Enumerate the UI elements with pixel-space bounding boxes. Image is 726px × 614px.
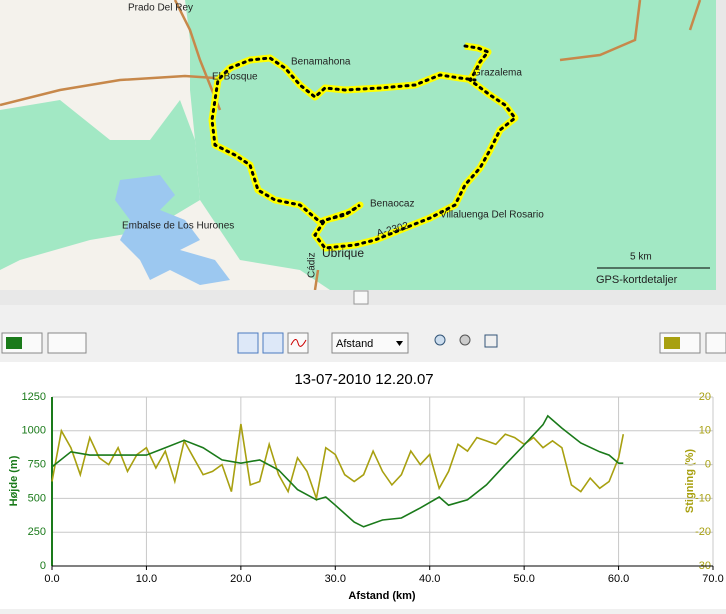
y2-tick-label: 10 xyxy=(699,425,711,437)
y2-axis-label: Stigning (%) xyxy=(684,449,696,513)
style-button[interactable] xyxy=(47,332,87,354)
map[interactable]: Prado Del Rey El Bosque Benamahona Graza… xyxy=(0,0,726,305)
color-button[interactable] xyxy=(705,332,726,354)
y2-tick-label: -10 xyxy=(695,492,711,504)
axis-select[interactable] xyxy=(331,332,409,354)
y-tick-label: 1000 xyxy=(22,425,46,437)
x-tick-label: 60.0 xyxy=(608,573,629,585)
place-label: Benamahona xyxy=(291,57,351,68)
y2-tick-label: 0 xyxy=(705,459,711,471)
lake xyxy=(115,175,230,285)
place-label: Prado Del Rey xyxy=(128,3,193,14)
x-axis-label: Afstand (km) xyxy=(348,590,416,602)
y-tick-label: 500 xyxy=(28,492,46,504)
x-tick-label: 70.0 xyxy=(702,573,723,585)
x-tick-label: 50.0 xyxy=(513,573,534,585)
x-tick-label: 30.0 xyxy=(325,573,346,585)
place-label: Grazalema xyxy=(473,68,522,79)
toggle-button[interactable] xyxy=(262,332,284,354)
route-points xyxy=(210,44,518,250)
series-line xyxy=(51,414,624,528)
chart-bg xyxy=(0,362,726,609)
y-tick-label: 250 xyxy=(28,526,46,538)
toggle-button[interactable] xyxy=(237,332,259,354)
place-label: Villaluenga Del Rosario xyxy=(440,210,544,221)
y-axis-label: Højde (m) xyxy=(8,455,20,506)
series-line xyxy=(51,423,625,502)
park-area xyxy=(185,0,716,290)
color-swatch xyxy=(6,337,22,349)
road xyxy=(0,0,702,291)
chart: 13-07-2010 12.20.07 Afstand (km) Højde (… xyxy=(0,362,726,609)
zoom-fit[interactable] xyxy=(484,334,498,348)
y-tick-label: 750 xyxy=(28,459,46,471)
place-label: Embalse de Los Hurones xyxy=(122,221,234,232)
y2-tick-label: -20 xyxy=(695,526,711,538)
x-tick-label: 10.0 xyxy=(136,573,157,585)
details-label: GPS-kortdetaljer xyxy=(596,274,678,286)
place-label: Ubrique xyxy=(322,246,364,260)
icon xyxy=(396,341,403,346)
y2-tick-label: 20 xyxy=(699,391,711,403)
y-tick-label: 0 xyxy=(40,560,46,572)
axis-select-label: Afstand xyxy=(336,338,373,350)
place-label: Benaocaz xyxy=(370,199,414,210)
scale-label: 5 km xyxy=(630,252,652,263)
zoom-in[interactable] xyxy=(434,334,446,346)
toolbar: Afstand xyxy=(0,325,726,361)
x-tick-label: 20.0 xyxy=(230,573,251,585)
x-tick-label: 40.0 xyxy=(419,573,440,585)
zoom-out[interactable] xyxy=(459,334,471,346)
place-label: Cádiz xyxy=(307,252,318,278)
icon xyxy=(290,339,307,347)
h-scroll-thumb[interactable] xyxy=(353,290,369,305)
v-scrollbar[interactable] xyxy=(716,0,726,290)
y-tick-label: 1250 xyxy=(22,391,46,403)
x-tick-label: 0.0 xyxy=(44,573,59,585)
place-label: El Bosque xyxy=(212,72,258,83)
color-swatch xyxy=(664,337,680,349)
chart-title: 13-07-2010 12.20.07 xyxy=(294,371,433,388)
